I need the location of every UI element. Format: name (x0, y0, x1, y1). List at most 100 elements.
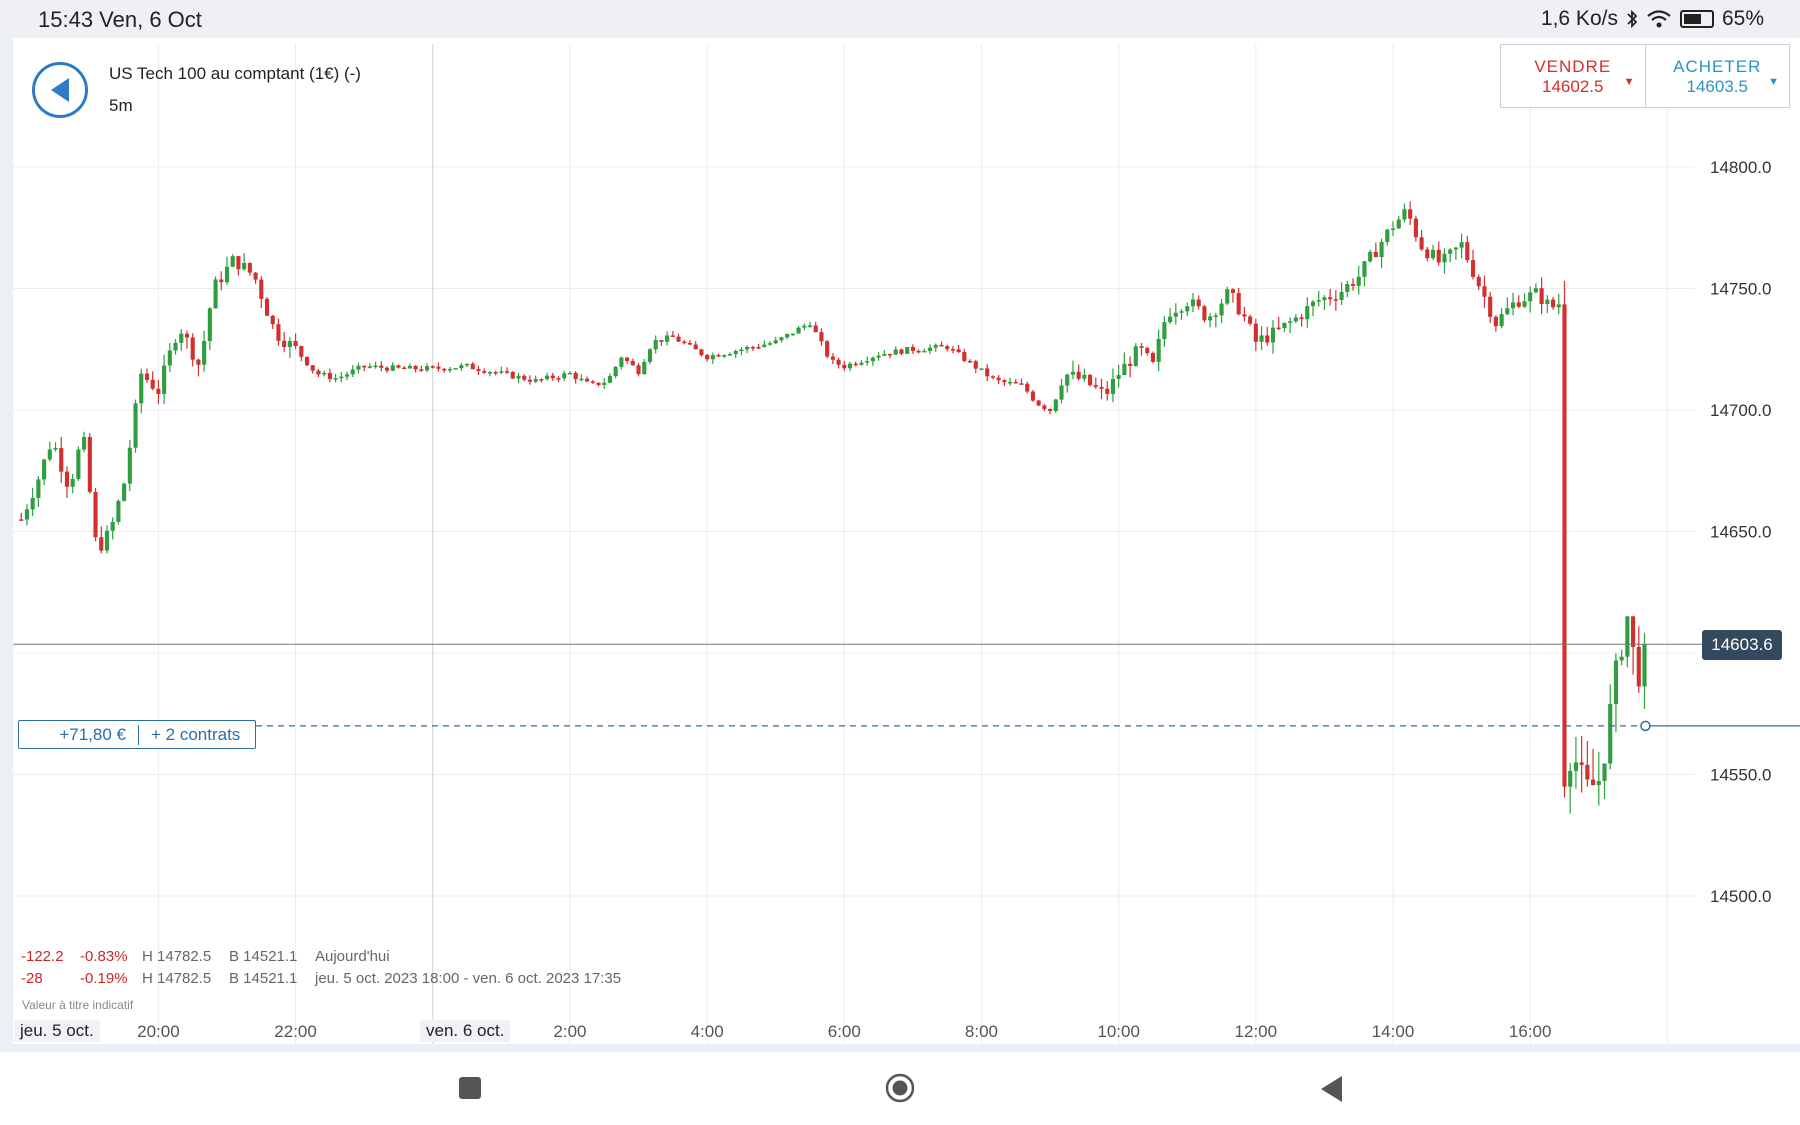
candle-body (499, 371, 504, 373)
candle-body (1368, 251, 1373, 262)
candle-body (773, 340, 778, 344)
candle-body (847, 363, 853, 369)
buy-label: ACHETER (1673, 57, 1762, 76)
candle-body (1025, 383, 1030, 392)
candle-body (1116, 375, 1121, 379)
candle-body (344, 374, 350, 377)
candle-body (287, 341, 292, 347)
candle-body (1299, 317, 1304, 320)
chart-canvas[interactable]: 14800.014750.014700.014650.014600.014550… (13, 44, 1800, 1044)
candle-body (1619, 656, 1624, 661)
stats-low: B 14521.1 (229, 948, 298, 965)
candle-body (1419, 237, 1424, 250)
candle-body (973, 361, 978, 369)
sell-button[interactable]: VENDRE 14602.5 ▼ (1501, 45, 1645, 107)
candle-body (1430, 249, 1436, 259)
candle-body (1448, 249, 1453, 254)
candle-body (264, 298, 270, 316)
candle-body (476, 369, 481, 371)
candle-body (224, 266, 230, 283)
candle-body (1442, 253, 1447, 263)
candle-body (1390, 228, 1396, 230)
x-tick-label: 4:00 (690, 1022, 724, 1041)
candle-body (47, 449, 52, 460)
recents-icon[interactable] (458, 1076, 482, 1100)
candle-body (585, 378, 590, 382)
candle-body (687, 343, 693, 345)
candle-body (1396, 219, 1401, 229)
home-icon[interactable] (885, 1073, 915, 1103)
buy-price: 14603.5 (1686, 77, 1748, 96)
candle-body (122, 483, 127, 501)
candle-body (1470, 260, 1476, 277)
frame-bottom (0, 1044, 1800, 1052)
candle-body (1539, 288, 1544, 305)
candle-body (482, 370, 487, 373)
candle-body (619, 357, 624, 367)
candle-body (1070, 371, 1075, 375)
candle-body (1008, 381, 1013, 384)
candle-body (682, 341, 687, 344)
candle-body (1179, 311, 1184, 313)
position-tag[interactable]: +71,80 € + 2 contrats (18, 720, 256, 749)
navigation-bar (0, 1052, 1800, 1125)
candle-body (64, 471, 70, 487)
candle-body (899, 349, 904, 354)
candle-body (1488, 296, 1493, 317)
candle-body (379, 365, 384, 368)
candle-body (562, 373, 567, 379)
candle-body (853, 363, 858, 366)
candle-body (630, 360, 635, 366)
stats-change: -122.2 (21, 948, 64, 965)
candle-body (607, 376, 613, 383)
candle-body (602, 382, 607, 385)
candle-body (110, 521, 115, 531)
price-chart[interactable]: 14800.014750.014700.014650.014600.014550… (13, 44, 1800, 1044)
candle-body (825, 341, 830, 357)
candle-body (327, 372, 332, 380)
candle-body (442, 368, 447, 371)
candle-body (356, 365, 361, 370)
candle-body (1099, 386, 1104, 389)
back-button[interactable] (32, 62, 88, 118)
candle-body (196, 359, 201, 365)
candle-body (573, 372, 578, 380)
candle-body (819, 332, 824, 342)
candle-body (1225, 289, 1230, 304)
candle-body (665, 335, 670, 342)
candle-body (1602, 763, 1607, 781)
candle-body (1350, 284, 1356, 286)
candle-body (510, 372, 515, 379)
candle-body (493, 372, 498, 374)
back-nav-icon[interactable] (1321, 1076, 1343, 1102)
timeframe-label[interactable]: 5m (109, 96, 133, 115)
candle-body (922, 350, 927, 353)
candle-body (1568, 770, 1573, 787)
candle-body (1088, 374, 1093, 386)
wifi-icon (1647, 10, 1671, 28)
candle-body (1036, 400, 1041, 406)
candle-body (362, 365, 367, 368)
candle-body (1356, 276, 1361, 286)
candle-body (390, 365, 395, 371)
candle-body (785, 333, 790, 338)
network-speed: 1,6 Ko/s (1540, 7, 1618, 30)
candle-body (270, 315, 275, 325)
candle-body (99, 537, 104, 551)
candle-body (722, 355, 727, 357)
candle-body (870, 357, 875, 362)
candle-body (762, 344, 767, 348)
candle-body (1499, 314, 1504, 327)
candle-body (184, 333, 190, 338)
candle-body (647, 349, 653, 362)
candle-body (716, 355, 721, 357)
sell-dropdown-icon[interactable]: ▼ (1623, 76, 1635, 88)
candle-body (985, 368, 990, 377)
candle-body (1413, 218, 1418, 238)
candle-body (1150, 353, 1156, 362)
candle-body (19, 519, 24, 521)
candle-body (167, 350, 172, 366)
buy-dropdown-icon[interactable]: ▼ (1768, 76, 1779, 88)
buy-button[interactable]: ACHETER 14603.5 ▼ (1644, 45, 1790, 107)
candle-body (1230, 289, 1236, 293)
